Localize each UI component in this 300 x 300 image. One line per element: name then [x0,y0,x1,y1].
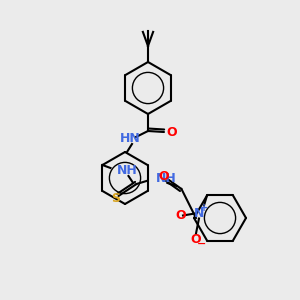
Text: +: + [200,203,208,214]
Text: NH: NH [155,172,176,185]
Text: N: N [194,207,204,220]
Text: NH: NH [116,164,137,176]
Text: −: − [197,238,207,248]
Text: O: O [166,125,177,139]
Text: O: O [158,170,169,184]
Text: O: O [191,233,201,246]
Text: S: S [111,193,120,206]
Text: O: O [176,209,186,222]
Text: HN: HN [120,133,140,146]
